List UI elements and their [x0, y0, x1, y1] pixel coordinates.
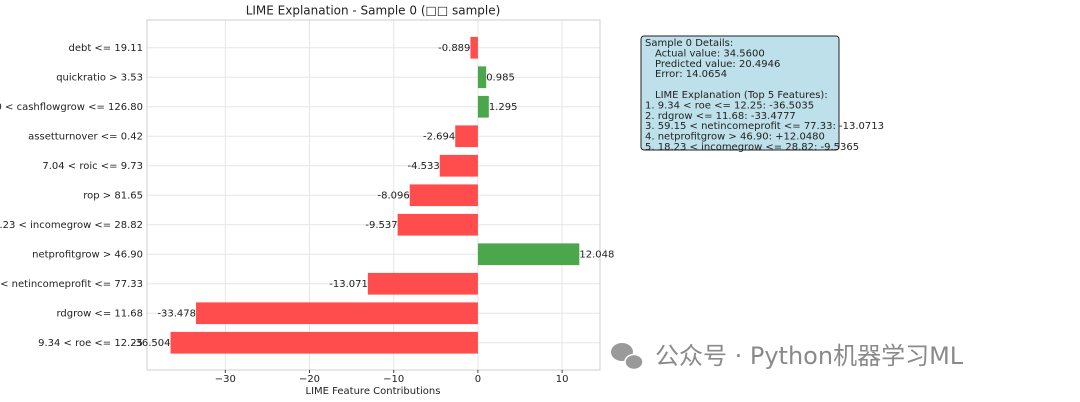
- bar: [477, 243, 580, 266]
- value-label: -4.533: [407, 161, 439, 172]
- box-line: 3. 59.15 < netincomeprofit <= 77.33: -13…: [645, 121, 884, 132]
- bar: [439, 154, 478, 177]
- bar: [170, 331, 478, 354]
- bar: [196, 302, 478, 325]
- watermark-icon: [611, 343, 644, 371]
- bar: [397, 213, 478, 236]
- y-tick-label: rdgrow <= 11.68: [56, 308, 143, 319]
- value-label: -33.478: [157, 308, 196, 319]
- y-tick-label: quickratio > 3.53: [56, 72, 143, 83]
- chart-title: LIME Explanation - Sample 0 (□□ sample): [246, 4, 501, 18]
- value-label: -0.889: [438, 43, 470, 54]
- value-label: -2.694: [423, 131, 455, 142]
- x-tick-label: 0: [475, 374, 481, 385]
- y-tick-label: assetturnover <= 0.42: [28, 131, 143, 142]
- y-tick-label: 59.15 < netincomeprofit <= 77.33: [0, 279, 143, 290]
- y-tick-label: 26.30 < cashflowgrow <= 126.80: [0, 102, 143, 113]
- box-line: Predicted value: 20.4946: [655, 59, 780, 70]
- x-tick-label: 10: [556, 374, 569, 385]
- bar: [367, 272, 478, 295]
- bar: [455, 125, 478, 148]
- box-line: 5. 18.23 < incomegrow <= 28.82: -9.5365: [645, 142, 859, 153]
- box-line: Actual value: 34.5600: [655, 48, 765, 59]
- value-label: 0.985: [486, 72, 515, 83]
- box-heading: Sample 0 Details:: [645, 38, 733, 49]
- x-tick-label: −30: [215, 374, 236, 385]
- x-tick-label: −10: [383, 374, 404, 385]
- y-tick-label: 18.23 < incomegrow <= 28.82: [0, 220, 143, 231]
- y-tick-label: netprofitgrow > 46.90: [32, 249, 143, 260]
- value-label: -9.537: [365, 220, 397, 231]
- y-tick-label: rop > 81.65: [83, 190, 143, 201]
- value-label: -13.071: [329, 279, 368, 290]
- bar: [470, 36, 478, 59]
- value-label: 1.295: [489, 102, 518, 113]
- x-tick-label: −20: [299, 374, 320, 385]
- value-label: -36.504: [132, 338, 171, 349]
- x-axis-label: LIME Feature Contributions: [306, 386, 441, 397]
- y-tick-label: 7.04 < roic <= 9.73: [42, 161, 143, 172]
- box-heading: LIME Explanation (Top 5 Features):: [655, 90, 828, 101]
- box-line: 1. 9.34 < roe <= 12.25: -36.5035: [645, 100, 814, 111]
- value-label: 12.048: [579, 249, 614, 260]
- text-box: [640, 35, 840, 151]
- box-line: 4. netprofitgrow > 46.90: +12.0480: [645, 132, 825, 143]
- watermark: 公众号 · Python机器学习ML: [655, 342, 964, 370]
- box-line: 2. rdgrow <= 11.68: -33.4777: [645, 111, 796, 122]
- bar: [477, 66, 487, 89]
- plot-frame: [146, 19, 601, 371]
- bar: [477, 95, 489, 118]
- y-tick-label: debt <= 19.11: [68, 43, 143, 54]
- bar: [409, 184, 478, 207]
- y-tick-label: 9.34 < roe <= 12.25: [38, 338, 143, 349]
- plot-area: [147, 20, 600, 370]
- value-label: -8.096: [377, 190, 409, 201]
- box-line: Error: 14.0654: [655, 69, 727, 80]
